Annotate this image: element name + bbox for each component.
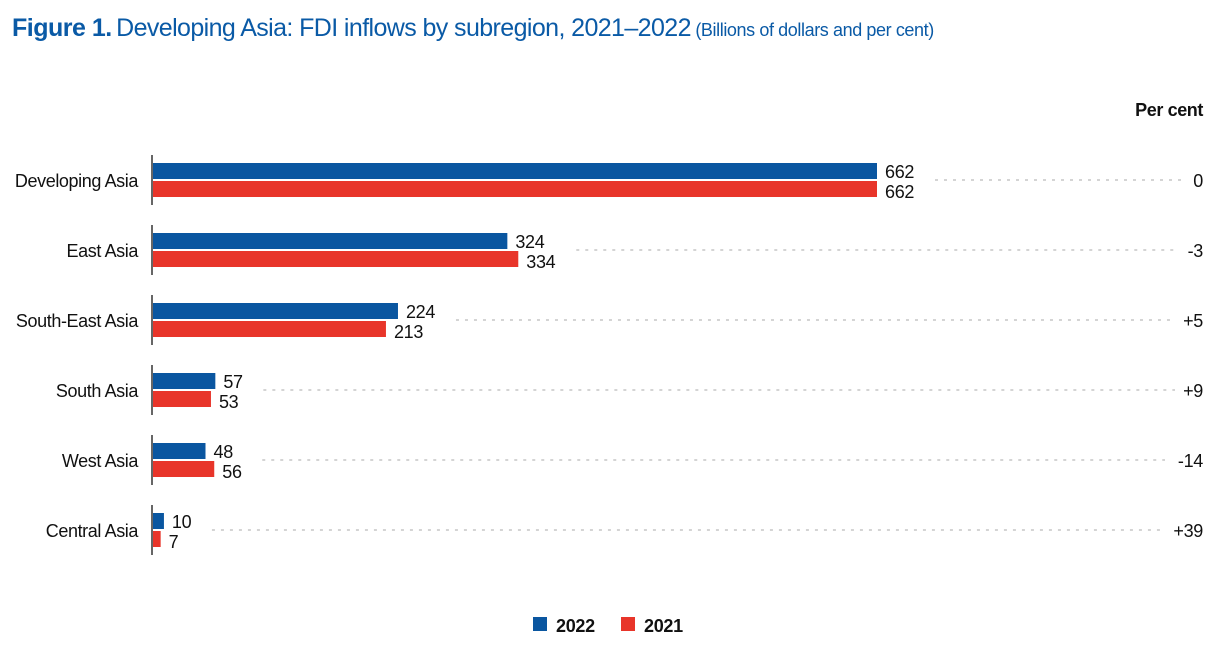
category-label: East Asia [67,241,140,261]
legend-swatch [533,617,547,631]
value-label-2021: 213 [394,322,423,342]
percent-change-label: +39 [1173,521,1203,541]
value-label-2022: 48 [213,442,233,462]
bar-2021 [153,181,877,197]
bar-2022 [153,513,164,529]
percent-column-header: Per cent [1135,100,1203,120]
bar-2021 [153,391,211,407]
value-label-2022: 662 [885,162,914,182]
percent-change-label: -14 [1178,451,1203,471]
bar-2021 [153,531,161,547]
category-label: South Asia [56,381,139,401]
percent-change-label: +5 [1183,311,1203,331]
percent-change-label: 0 [1193,171,1203,191]
percent-change-label: +9 [1183,381,1203,401]
value-label-2021: 53 [219,392,239,412]
bar-2021 [153,251,519,267]
value-label-2021: 334 [526,252,555,272]
value-label-2022: 57 [223,372,243,392]
bar-2021 [153,461,215,477]
bar-2022 [153,443,206,459]
category-label: Developing Asia [15,171,139,191]
value-label-2022: 10 [172,512,192,532]
category-row: Central Asia 107 +39 [46,505,1204,555]
legend: 2022 2021 [533,616,683,636]
value-label-2021: 7 [169,532,179,552]
bar-2022 [153,233,508,249]
bar-2021 [153,321,386,337]
value-label-2021: 56 [222,462,242,482]
legend-item-2022: 2022 [533,616,595,636]
legend-item-2021: 2021 [621,616,683,636]
category-label: Central Asia [46,521,140,541]
subtitle-units: (Billions of dollars and per cent) [695,20,934,40]
bar-2022 [153,373,216,389]
legend-swatch [621,617,635,631]
bar-2022 [153,163,877,179]
percent-change-label: -3 [1188,241,1204,261]
figure-number: Figure 1. [12,14,112,42]
title-text: Developing Asia: FDI inflows by subregio… [116,14,691,42]
value-label-2021: 662 [885,182,914,202]
legend-label: 2021 [644,616,683,636]
category-label: West Asia [62,451,139,471]
chart-title: Figure 1. Developing Asia: FDI inflows b… [12,14,934,43]
bar-2022 [153,303,398,319]
value-label-2022: 224 [406,302,435,322]
value-label-2022: 324 [515,232,544,252]
legend-label: 2022 [556,616,595,636]
category-label: South-East Asia [16,311,139,331]
